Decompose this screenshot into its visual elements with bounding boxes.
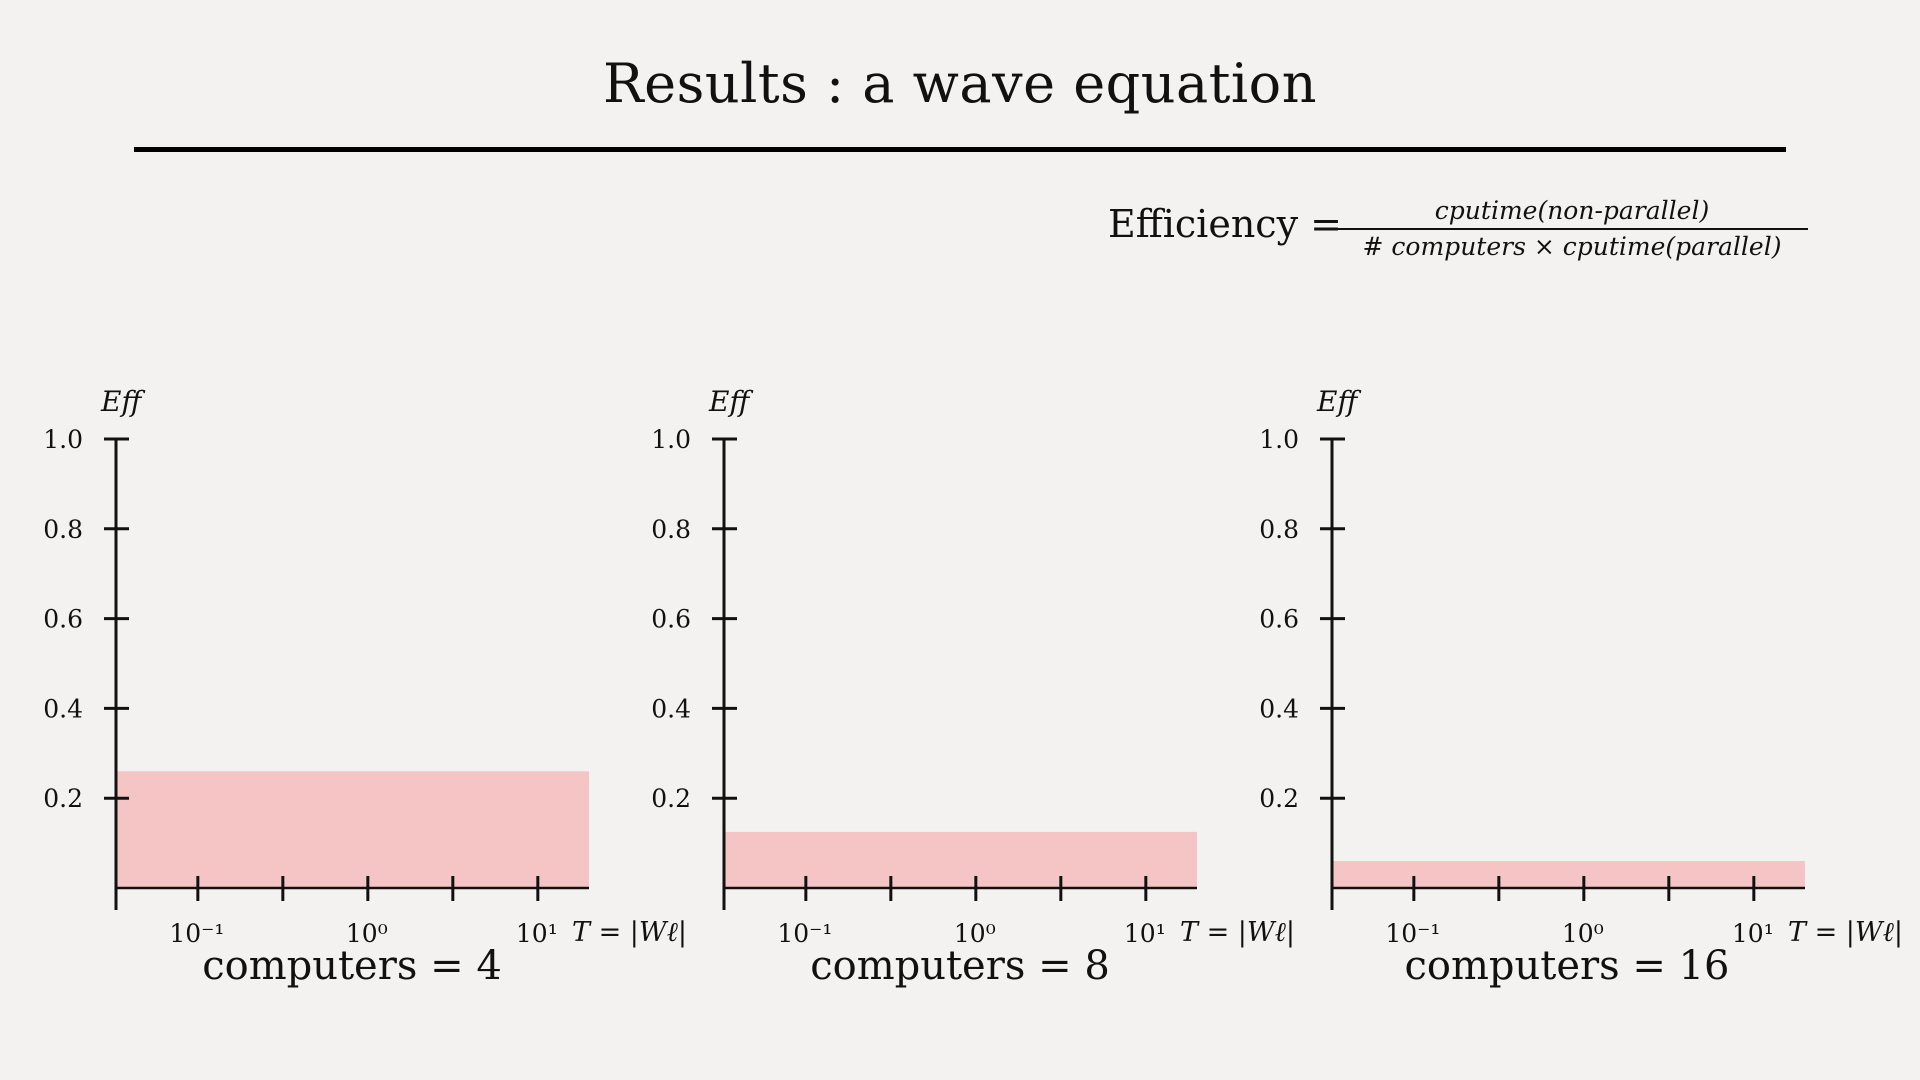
efficiency-bar-2 <box>1332 861 1805 888</box>
x-tick-label-0: 10⁰ <box>346 919 388 948</box>
y-tick-label-2: 0.4 <box>1259 694 1299 723</box>
chart-caption-8: computers = 8 <box>810 943 1110 989</box>
x-tick-label-0: 10⁻¹ <box>169 919 224 948</box>
chart-caption-16: computers = 16 <box>1404 943 1730 989</box>
x-tick-label-2: 10¹ <box>1732 919 1774 948</box>
formula-numerator: cputime(non-parallel) <box>1336 196 1808 230</box>
y-axis-label-1: Eff <box>708 385 753 418</box>
x-axis-label-0: T = |Wℓ| <box>572 917 687 948</box>
x-axis-label-1: T = |Wℓ| <box>1180 917 1295 948</box>
y-tick-label-0: 0.8 <box>43 515 83 544</box>
y-tick-label-1: 1.0 <box>651 425 691 454</box>
efficiency-bar-0 <box>116 771 589 888</box>
x-tick-label-2: 10⁰ <box>1562 919 1604 948</box>
formula-lhs: Efficiency = <box>1108 202 1342 246</box>
y-tick-label-0: 0.4 <box>43 694 83 723</box>
y-tick-label-1: 0.2 <box>651 784 691 813</box>
x-tick-label-1: 10¹ <box>1124 919 1166 948</box>
y-tick-label-1: 0.8 <box>651 515 691 544</box>
y-axis-label-2: Eff <box>1316 385 1361 418</box>
y-tick-label-2: 0.6 <box>1259 605 1299 634</box>
formula-fraction: cputime(non-parallel) # computers × cput… <box>1336 196 1808 261</box>
x-tick-label-2: 10⁻¹ <box>1385 919 1440 948</box>
chart-caption-4: computers = 4 <box>202 943 502 989</box>
y-tick-label-2: 0.2 <box>1259 784 1299 813</box>
formula-denominator: # computers × cputime(parallel) <box>1362 232 1782 261</box>
efficiency-formula: Efficiency = cputime(non-parallel) # com… <box>1108 196 1808 272</box>
title-divider <box>134 147 1786 152</box>
y-axis-label-0: Eff <box>100 385 145 418</box>
y-tick-label-1: 0.4 <box>651 694 691 723</box>
y-tick-label-2: 0.8 <box>1259 515 1299 544</box>
y-tick-label-0: 0.6 <box>43 605 83 634</box>
y-tick-label-0: 1.0 <box>43 425 83 454</box>
y-tick-label-0: 0.2 <box>43 784 83 813</box>
x-tick-label-1: 10⁻¹ <box>777 919 832 948</box>
x-axis-label-2: T = |Wℓ| <box>1788 917 1903 948</box>
x-tick-label-0: 10¹ <box>516 919 558 948</box>
x-tick-label-1: 10⁰ <box>954 919 996 948</box>
slide-title: Results : a wave equation <box>603 52 1317 115</box>
y-tick-label-2: 1.0 <box>1259 425 1299 454</box>
efficiency-bar-1 <box>724 831 1197 888</box>
y-tick-label-1: 0.6 <box>651 605 691 634</box>
